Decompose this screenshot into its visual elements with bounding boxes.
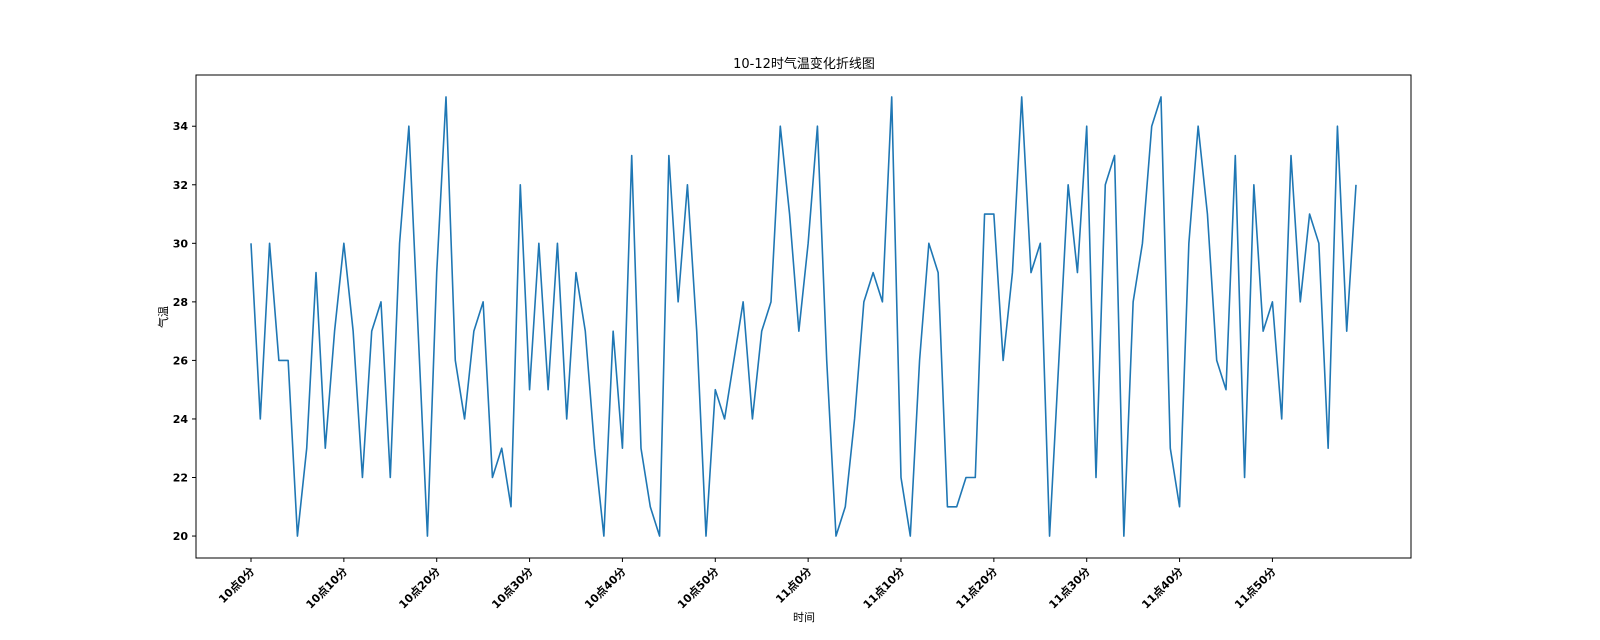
x-tick-label: 11点40分 xyxy=(1139,564,1186,611)
y-tick-label: 24 xyxy=(173,413,189,426)
x-tick-label: 11点30分 xyxy=(1046,564,1093,611)
x-axis: 10点0分 10点10分 10点20分 10点30分 10点40分 10点50分 11点0分… xyxy=(215,558,1279,611)
temperature-series-line xyxy=(250,96,1357,537)
x-axis-label: 时间 xyxy=(793,611,815,624)
y-axis-label: 气温 xyxy=(156,306,170,328)
x-tick-label: 10点0分 xyxy=(215,564,257,606)
x-tick-label: 11点10分 xyxy=(860,564,907,611)
x-tick-label: 11点50分 xyxy=(1231,564,1278,611)
y-tick-label: 26 xyxy=(173,354,189,367)
x-tick-label: 11点0分 xyxy=(773,564,815,606)
x-tick-label: 11点20分 xyxy=(953,564,1000,611)
chart-title: 10-12时气温变化折线图 xyxy=(733,56,875,72)
x-tick-label: 10点50分 xyxy=(674,564,721,611)
x-tick-label: 10点10分 xyxy=(303,564,350,611)
x-tick-label: 10点40分 xyxy=(581,564,628,611)
y-tick-label: 34 xyxy=(173,120,189,133)
y-tick-label: 22 xyxy=(173,472,188,485)
y-tick-label: 32 xyxy=(173,179,188,192)
x-tick-label: 10点20分 xyxy=(396,564,443,611)
y-axis: 20 22 24 26 28 30 32 34 xyxy=(173,120,196,543)
y-tick-label: 28 xyxy=(173,296,188,309)
y-tick-label: 20 xyxy=(173,530,189,543)
plot-area-frame xyxy=(195,74,1412,559)
x-tick-label: 10点30分 xyxy=(489,564,536,611)
y-tick-label: 30 xyxy=(173,237,189,250)
